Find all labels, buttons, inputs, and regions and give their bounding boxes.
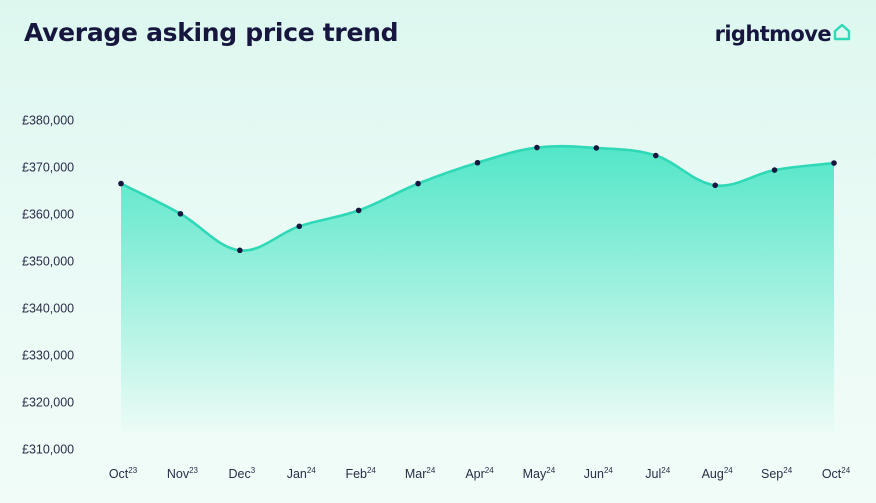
data-point: [712, 182, 718, 189]
x-tick-label: Jan24: [287, 466, 317, 481]
x-tick-label: Apr24: [465, 466, 494, 481]
x-tick-label: Aug24: [702, 466, 734, 481]
y-tick-label: £370,000: [22, 161, 74, 175]
x-tick-label: Oct24: [822, 466, 851, 481]
x-tick-label: May24: [523, 466, 556, 481]
y-tick-label: £380,000: [22, 114, 74, 128]
x-tick-label: Mar24: [405, 466, 436, 481]
x-tick-label: Dec3: [228, 466, 255, 481]
y-tick-label: £320,000: [22, 396, 74, 410]
brand-logo: rightmove: [715, 22, 852, 46]
x-tick-label: Jun24: [584, 466, 614, 481]
data-point: [177, 210, 184, 217]
data-point: [652, 152, 659, 159]
x-tick-label: Oct23: [109, 466, 138, 481]
data-point: [118, 180, 124, 187]
x-tick-label: Feb24: [345, 466, 376, 481]
data-point: [474, 159, 481, 166]
data-point: [593, 145, 600, 151]
data-point: [296, 223, 303, 230]
data-point: [831, 160, 837, 166]
price-area: [121, 146, 834, 432]
data-point: [771, 167, 778, 173]
y-tick-label: £330,000: [22, 349, 74, 363]
y-axis: £310,000 £320,000 £330,000 £340,000 £350,000…: [22, 114, 74, 457]
data-point: [415, 180, 421, 187]
x-tick-label: Sep24: [761, 466, 793, 481]
data-point: [534, 144, 540, 151]
data-points: [118, 144, 837, 254]
x-axis: Oct23 Nov23 Dec3 Jan24 Feb24 Mar24 Apr24 May24 J…: [109, 466, 851, 481]
data-point: [237, 247, 243, 254]
chart-title: Average asking price trend: [24, 18, 399, 47]
y-tick-label: £310,000: [22, 443, 74, 457]
data-point: [355, 207, 362, 214]
house-icon: [833, 23, 851, 41]
y-tick-label: £360,000: [22, 208, 74, 222]
x-tick-label: Jul24: [645, 466, 670, 481]
y-tick-label: £350,000: [22, 255, 74, 269]
logo-wordmark: rightmove: [714, 22, 832, 46]
x-tick-label: Nov23: [167, 466, 199, 481]
y-tick-label: £340,000: [22, 302, 74, 316]
